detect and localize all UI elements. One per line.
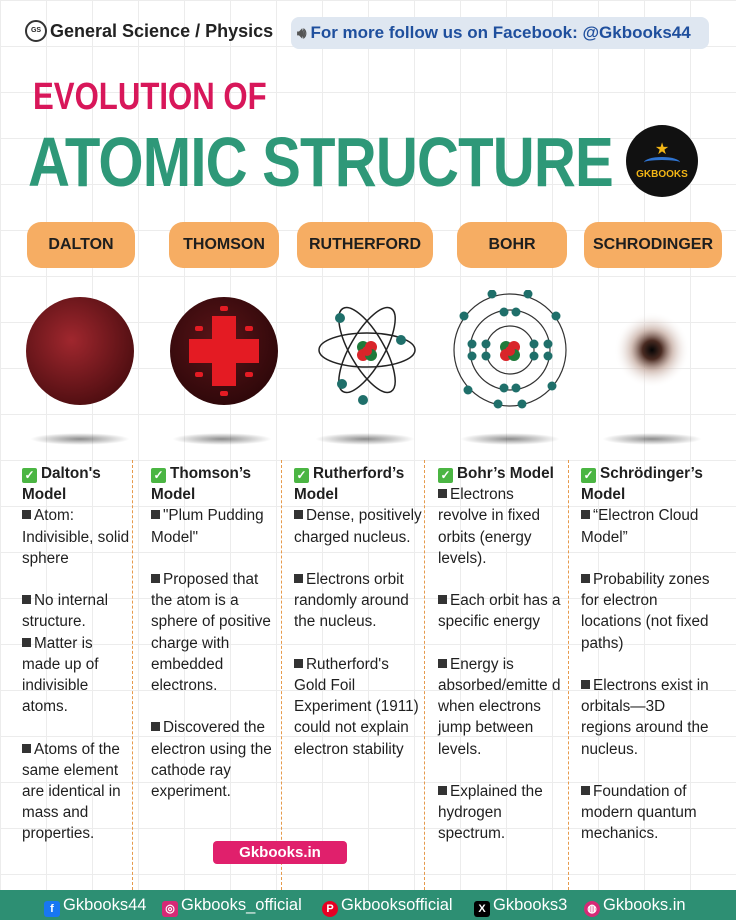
dalton-heading: ✓ Dalton's Model: [22, 465, 101, 504]
list-item: Rutherford's Gold Foil Experiment (1911)…: [294, 655, 419, 758]
list-item: Atom: Indivisible, solid sphere: [22, 507, 130, 567]
bullet-icon: [22, 510, 31, 520]
check-icon: ✓: [22, 468, 37, 483]
title-line-1: EVOLUTION OF: [33, 76, 267, 118]
thomson-heading: ✓ Thomson’s Model: [151, 465, 252, 504]
list-item: Discovered the electron using the cathod…: [151, 719, 272, 801]
footer-bar: [0, 890, 736, 920]
check-icon: ✓: [438, 468, 453, 483]
list-item: Electrons exist in orbitals—3D regions a…: [581, 677, 709, 758]
bullet-icon: [581, 574, 590, 583]
title-line-2: ATOMIC STRUCTURE: [28, 123, 614, 201]
facebook-promo-banner[interactable]: 🔊︎ For more follow us on Facebook: @Gkboo…: [291, 17, 709, 49]
bullet-icon: [294, 574, 303, 583]
rutherford-atom-illustration: [318, 306, 416, 405]
bohr-atom-illustration: [453, 290, 567, 409]
bullet-icon: [294, 658, 303, 668]
bullet-icon: [151, 510, 160, 520]
check-icon: ✓: [294, 468, 309, 483]
instagram-icon: ◎: [162, 901, 178, 917]
list-item: "Plum Pudding Model": [151, 507, 264, 546]
thomson-plum-pudding-illustration: [170, 297, 278, 405]
column-divider: [132, 460, 133, 890]
list-item: Explained the hydrogen spectrum.: [438, 783, 543, 843]
bullet-icon: [581, 680, 590, 689]
bullet-icon: [581, 510, 590, 520]
bohr-column: ✓ Bohr’s Model Electrons revolve in fixed…: [438, 463, 566, 845]
bullet-icon: [22, 595, 31, 605]
pinterest-icon: P: [322, 901, 338, 917]
x-icon: X: [474, 901, 490, 917]
bullet-icon: [438, 658, 447, 668]
bullet-icon: [151, 722, 160, 732]
list-item: No internal structure.: [22, 592, 108, 631]
bullet-icon: [22, 743, 31, 753]
website-link[interactable]: ◍ Gkbooks.in: [584, 894, 686, 917]
pill-bohr: BOHR: [457, 222, 567, 268]
breadcrumb: General Science / Physics: [50, 21, 274, 41]
rutherford-column: ✓ Rutherford’s Model Dense, positively ch…: [294, 463, 422, 760]
schrodinger-shadow: [602, 433, 702, 445]
website-tag[interactable]: Gkbooks.in: [213, 841, 347, 864]
bullet-icon: [438, 489, 447, 499]
bullet-icon: [151, 574, 160, 583]
list-item: Energy is absorbed/emitte d when electro…: [438, 655, 561, 758]
pinterest-link[interactable]: P Gkbooksofficial: [322, 894, 453, 917]
x-link[interactable]: X Gkbooks3: [474, 894, 567, 917]
facebook-link[interactable]: f Gkbooks44: [44, 894, 146, 917]
list-item: Foundation of modern quantum mechanics.: [581, 783, 697, 843]
brand-name: GKBOOKS: [636, 169, 688, 180]
speaker-icon: 🔊︎: [297, 25, 307, 42]
list-item: Electrons revolve in fixed orbits (energ…: [438, 486, 541, 567]
bullet-icon: [438, 595, 447, 605]
list-item: Proposed that the atom is a sphere of po…: [151, 571, 271, 695]
rutherford-heading: ✓ Rutherford’s Model: [294, 465, 405, 504]
facebook-icon: f: [44, 901, 60, 917]
list-item: Dense, positively charged nucleus.: [294, 507, 422, 546]
schrodinger-heading: ✓ Schrödinger’s Model: [581, 465, 703, 504]
bohr-shadow: [460, 433, 560, 445]
list-item: Atoms of the same element are identical …: [22, 740, 121, 843]
gkbooks-logo: ★ GKBOOKS: [626, 125, 698, 197]
schrodinger-column: ✓ Schrödinger’s Model “Electron Cloud Mod…: [581, 463, 717, 845]
pill-schrodinger: SCHRODINGER: [584, 222, 722, 268]
pill-dalton: DALTON: [27, 222, 135, 268]
list-item: “Electron Cloud Model”: [581, 507, 699, 546]
instagram-link[interactable]: ◎ Gkbooks_official: [162, 894, 302, 917]
bohr-heading: ✓ Bohr’s Model: [438, 463, 566, 484]
globe-icon: ◍: [584, 901, 600, 917]
dalton-sphere-illustration: [26, 297, 134, 405]
rutherford-shadow: [315, 433, 415, 445]
pill-thomson: THOMSON: [169, 222, 279, 268]
list-item: Each orbit has a specific energy: [438, 592, 561, 631]
bullet-icon: [581, 786, 590, 795]
check-icon: ✓: [581, 468, 596, 483]
column-divider: [568, 460, 569, 890]
promo-text: For more follow us on Facebook: @Gkbooks…: [310, 23, 691, 42]
thomson-shadow: [172, 433, 272, 445]
column-divider: [281, 460, 282, 890]
schrodinger-electron-cloud-illustration: [614, 312, 690, 388]
bullet-icon: [438, 786, 447, 795]
pill-rutherford: RUTHERFORD: [297, 222, 433, 268]
dalton-column: ✓ Dalton's Model Atom: Indivisible, solid…: [22, 463, 130, 845]
star-icon: ★: [654, 141, 670, 158]
gs-logo-icon: GS: [25, 20, 47, 42]
dalton-shadow: [30, 433, 130, 445]
list-item: Electrons orbit randomly around the nucl…: [294, 571, 409, 631]
book-icon: [644, 157, 680, 168]
list-item: Probability zones for electron locations…: [581, 571, 710, 652]
check-icon: ✓: [151, 468, 166, 483]
top-bar: GS General Science / Physics 🔊︎ For more …: [0, 0, 736, 66]
thomson-column: ✓ Thomson’s Model "Plum Pudding Model" Pr…: [151, 463, 275, 802]
list-item: Matter is made up of indivisible atoms.: [22, 634, 99, 716]
bullet-icon: [294, 510, 303, 520]
bullet-icon: [22, 637, 31, 647]
column-divider: [424, 460, 425, 890]
